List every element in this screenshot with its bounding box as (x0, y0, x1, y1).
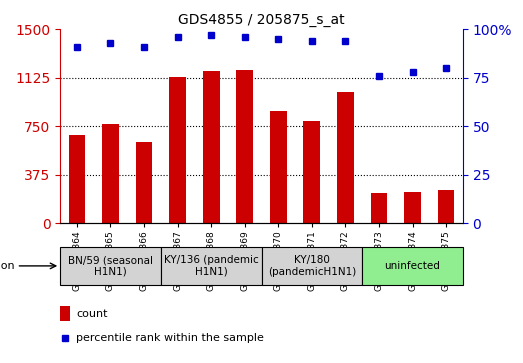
Bar (337, 93, 354, 223)
Bar (404, 192, 421, 223)
FancyBboxPatch shape (262, 247, 362, 285)
FancyBboxPatch shape (161, 247, 262, 285)
Bar (438, 190, 454, 223)
Text: KY/136 (pandemic
H1N1): KY/136 (pandemic H1N1) (164, 255, 258, 277)
Bar (69, 135, 85, 223)
FancyBboxPatch shape (362, 247, 463, 285)
Bar (303, 121, 320, 223)
Text: BN/59 (seasonal
H1N1): BN/59 (seasonal H1N1) (68, 255, 153, 277)
Text: uninfected: uninfected (384, 261, 440, 271)
Bar (236, 70, 253, 223)
Bar (270, 111, 287, 223)
Bar (102, 123, 119, 223)
Bar (135, 142, 152, 223)
FancyBboxPatch shape (60, 247, 161, 285)
Bar (60, 306, 70, 321)
Text: percentile rank within the sample: percentile rank within the sample (76, 333, 264, 343)
Bar (371, 193, 388, 223)
Bar (203, 71, 220, 223)
Title: GDS4855 / 205875_s_at: GDS4855 / 205875_s_at (178, 13, 345, 26)
Bar (169, 77, 186, 223)
Text: infection: infection (0, 261, 15, 271)
Text: count: count (76, 309, 108, 319)
Text: KY/180
(pandemicH1N1): KY/180 (pandemicH1N1) (268, 255, 356, 277)
